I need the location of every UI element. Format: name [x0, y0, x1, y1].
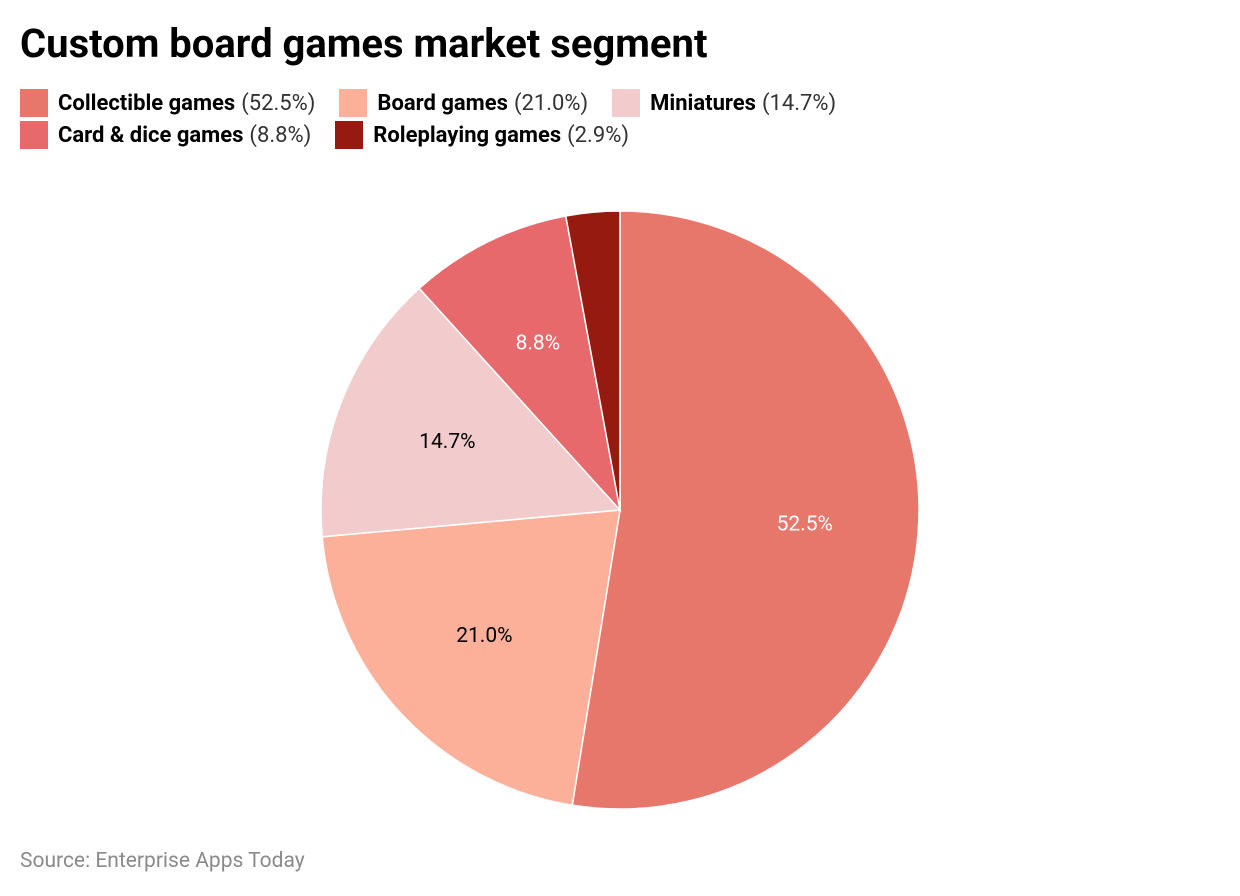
legend: Collectible games (52.5%) Board games (21.0… — [20, 89, 920, 149]
chart-title: Custom board games market segment — [20, 20, 708, 67]
legend-item: Card & dice games (8.8%) — [20, 121, 311, 149]
legend-item: Collectible games (52.5%) — [20, 89, 315, 117]
legend-label: Board games — [377, 90, 508, 116]
pie-slice — [320, 287, 622, 538]
legend-swatch — [339, 89, 368, 117]
pie-slice — [564, 210, 621, 511]
chart: 52.5% 21.0% 14.7% 8.8% — [320, 210, 920, 810]
legend-label: Miniatures — [650, 90, 756, 116]
legend-value: (21.0%) — [513, 90, 589, 116]
legend-value: (2.9%) — [567, 122, 629, 148]
slice-label: 14.7% — [419, 430, 475, 454]
legend-swatch — [20, 89, 48, 117]
legend-value: (8.8%) — [249, 122, 312, 148]
legend-swatch — [612, 89, 641, 117]
legend-value: (52.5%) — [241, 90, 316, 116]
legend-label: Roleplaying games — [373, 122, 562, 148]
pie-slice — [571, 210, 920, 810]
pie-slice — [321, 509, 621, 807]
legend-label: Collectible games — [58, 90, 236, 116]
slice-label: 8.8% — [516, 331, 561, 355]
legend-label: Card & dice games — [58, 122, 244, 148]
legend-swatch — [20, 121, 48, 149]
legend-item: Miniatures (14.7%) — [612, 89, 836, 117]
slice-label: 52.5% — [777, 512, 833, 536]
legend-item: Roleplaying games (2.9%) — [335, 121, 629, 149]
legend-value: (14.7%) — [761, 90, 837, 116]
source: Source: Enterprise Apps Today — [20, 849, 305, 873]
slice-label: 21.0% — [456, 624, 512, 648]
legend-swatch — [335, 121, 364, 149]
pie-slice — [418, 215, 622, 513]
legend-item: Board games (21.0%) — [339, 89, 588, 117]
